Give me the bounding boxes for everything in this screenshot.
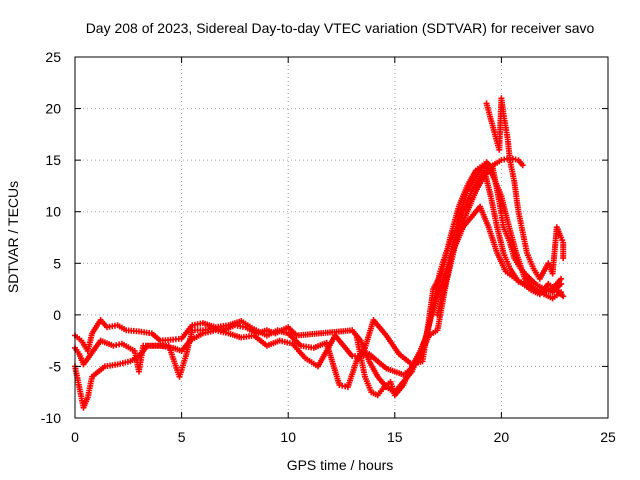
y-tick-label: -10 <box>41 410 61 426</box>
series-3 <box>72 155 526 396</box>
y-axis-label: SDTVAR / TECUs <box>5 181 21 293</box>
x-axis-label: GPS time / hours <box>287 457 394 473</box>
x-tick-label: 5 <box>178 429 186 445</box>
y-tick-label: 15 <box>45 152 61 168</box>
x-tick-label: 15 <box>387 429 403 445</box>
plot-frame <box>74 56 609 419</box>
series-2 <box>72 203 567 411</box>
series-markers <box>72 203 567 411</box>
y-tick-label: 10 <box>45 204 61 220</box>
series-markers <box>434 159 565 318</box>
series-6 <box>483 95 567 282</box>
y-tick-label: 5 <box>53 255 61 271</box>
x-tick-label: 20 <box>494 429 510 445</box>
y-tick-label: 20 <box>45 101 61 117</box>
series-markers <box>483 95 567 282</box>
series-5 <box>434 159 565 318</box>
series-markers <box>72 155 526 396</box>
y-tick-label: -5 <box>49 358 62 374</box>
y-tick-label: 25 <box>45 49 61 65</box>
x-tick-label: 10 <box>280 429 296 445</box>
y-tick-label: 0 <box>53 307 61 323</box>
data-series <box>72 95 567 411</box>
x-tick-label: 0 <box>71 429 79 445</box>
chart-title: Day 208 of 2023, Sidereal Day-to-day VTE… <box>86 20 595 36</box>
grid-lines <box>75 57 608 418</box>
x-tick-label: 25 <box>600 429 616 445</box>
axis-ticks: 0 5 10 15 20 25 -10 -5 0 5 10 15 20 25 <box>41 49 616 445</box>
